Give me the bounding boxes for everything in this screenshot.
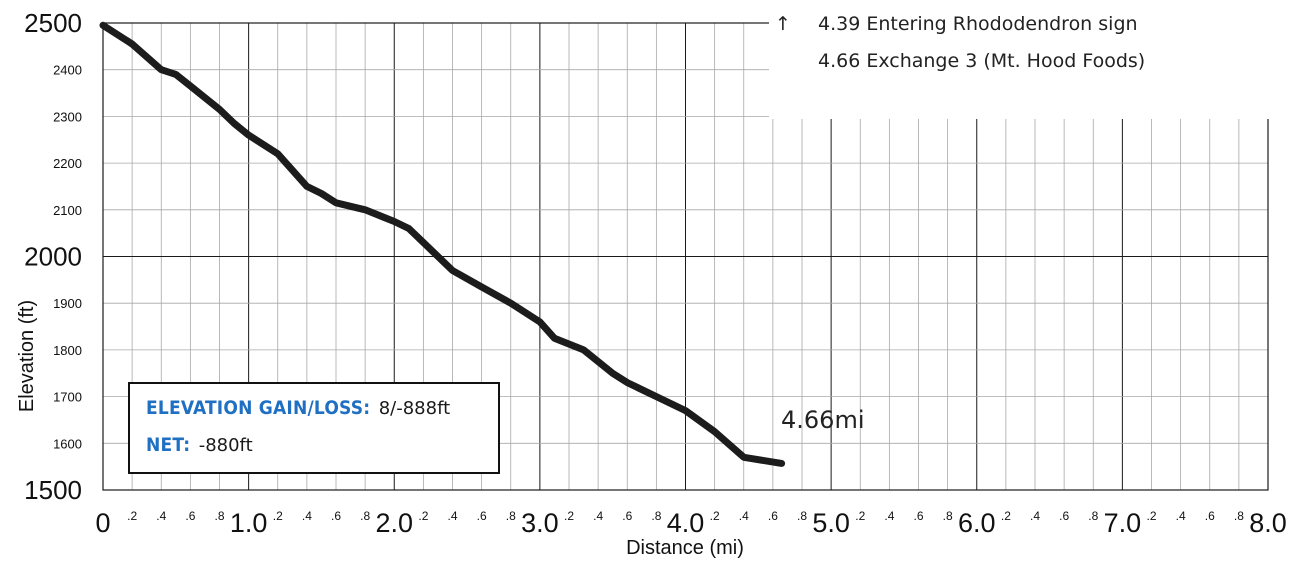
plot-frame — [102, 22, 1269, 491]
net-label: NET: — [146, 434, 191, 456]
x-minor-tick-label: .2 — [1001, 509, 1011, 523]
x-axis-label: Distance (mi) — [626, 537, 744, 559]
x-major-tick-label: 3.0 — [521, 508, 559, 538]
x-minor-tick-label: .4 — [1030, 509, 1040, 523]
x-major-tick-label: 6.0 — [958, 508, 996, 538]
y-minor-tick-label: 2200 — [53, 156, 82, 171]
x-minor-tick-label: .6 — [331, 509, 341, 523]
x-minor-tick-label: .4 — [593, 509, 603, 523]
x-minor-tick-label: .8 — [1088, 509, 1098, 523]
x-minor-tick-label: .4 — [302, 509, 312, 523]
x-minor-tick-label: .8 — [797, 509, 807, 523]
x-minor-tick-label: .8 — [651, 509, 661, 523]
x-minor-tick-label: .2 — [127, 509, 137, 523]
y-minor-tick-label: 1700 — [53, 390, 82, 405]
x-minor-tick-label: .8 — [943, 509, 953, 523]
x-major-tick-label: 1.0 — [230, 508, 268, 538]
x-minor-tick-label: .2 — [855, 509, 865, 523]
x-minor-tick-label: .4 — [447, 509, 457, 523]
gain-loss-label: ELEVATION GAIN/LOSS: — [146, 397, 371, 419]
elevation-line — [99, 21, 786, 467]
x-minor-tick-label: .6 — [1205, 509, 1215, 523]
x-minor-tick-label: .6 — [185, 509, 195, 523]
x-major-tick-label: 7.0 — [1104, 508, 1142, 538]
x-minor-tick-label: .2 — [1146, 509, 1156, 523]
y-minor-tick-label: 2400 — [53, 63, 82, 78]
x-minor-tick-label: .4 — [884, 509, 894, 523]
gain-loss-value: 8/-888ft — [378, 398, 451, 419]
y-minor-tick-label: 2100 — [53, 203, 82, 218]
end-distance-label: 4.66mi — [781, 406, 864, 434]
y-minor-tick-label: 1600 — [53, 436, 82, 451]
x-major-tick-label: 0 — [95, 508, 110, 538]
x-minor-tick-label: .6 — [1059, 509, 1069, 523]
y-major-tick-label: 2000 — [24, 242, 82, 272]
y-axis-ticks: 1500 2000 2500 1600 1700 1800 1900 2100 2200 2300… — [24, 8, 82, 505]
annotation-1: 4.39 Entering Rhododendron sign — [818, 13, 1138, 35]
elevation-stats-box: ELEVATION GAIN/LOSS: 8/-888ft NET: -880f… — [128, 382, 500, 474]
x-minor-tick-label: .6 — [913, 509, 923, 523]
net-value: -880ft — [198, 435, 253, 456]
y-major-tick-label: 2500 — [24, 8, 82, 38]
x-minor-tick-label: .8 — [214, 509, 224, 523]
gain-loss-row: ELEVATION GAIN/LOSS: 8/-888ft — [146, 397, 450, 419]
x-minor-tick-label: .4 — [739, 509, 749, 523]
x-major-tick-label: 5.0 — [812, 508, 850, 538]
x-minor-tick-label: .6 — [622, 509, 632, 523]
y-minor-tick-label: 2300 — [53, 109, 82, 124]
x-minor-tick-label: .6 — [768, 509, 778, 523]
x-minor-tick-label: .2 — [418, 509, 428, 523]
x-minor-tick-label: .8 — [1234, 509, 1244, 523]
x-axis-ticks: 0 1.0 2.0 3.0 4.0 5.0 6.0 7.0 8.0 .2 .4 .6 .8 .2 .4 .6.… — [95, 508, 1286, 538]
x-minor-tick-label: .4 — [156, 509, 166, 523]
y-minor-tick-label: 1800 — [53, 343, 82, 358]
x-minor-tick-label: .8 — [360, 509, 370, 523]
x-major-tick-label: 4.0 — [667, 508, 705, 538]
x-minor-tick-label: .4 — [1176, 509, 1186, 523]
x-major-tick-label: 8.0 — [1249, 508, 1287, 538]
annotation-2: 4.66 Exchange 3 (Mt. Hood Foods) — [818, 50, 1145, 72]
arrow-up-icon: ↑ — [775, 13, 791, 35]
x-minor-tick-label: .2 — [273, 509, 283, 523]
y-major-tick-label: 1500 — [24, 475, 82, 505]
x-minor-tick-label: .6 — [477, 509, 487, 523]
y-axis-label: Elevation (ft) — [16, 300, 38, 412]
x-minor-tick-label: .8 — [506, 509, 516, 523]
x-major-tick-label: 2.0 — [375, 508, 413, 538]
y-minor-tick-label: 1900 — [53, 296, 82, 311]
grid — [102, 22, 1269, 491]
x-minor-tick-label: .2 — [710, 509, 720, 523]
annotation-panel — [769, 0, 1306, 119]
net-row: NET: -880ft — [146, 434, 253, 456]
x-minor-tick-label: .2 — [564, 509, 574, 523]
